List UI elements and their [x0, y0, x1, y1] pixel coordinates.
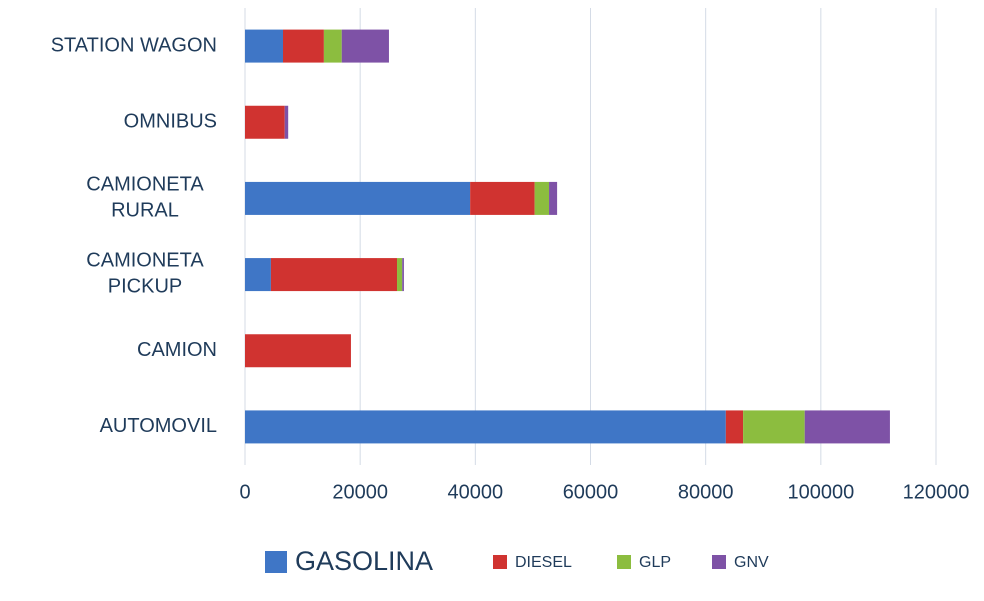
bar-segment: [402, 258, 404, 292]
label-line: CAMIONETA: [86, 250, 204, 272]
y-tick-label: CAMIONETA PICKUP: [86, 250, 204, 298]
bar-segment: [283, 29, 324, 63]
label-line: RURAL: [111, 200, 179, 222]
bar-segment: [245, 181, 471, 215]
legend-label: GASOLINA: [295, 546, 433, 576]
bar-segment: [245, 105, 285, 139]
legend-swatch: [265, 551, 287, 573]
bar-segment: [397, 258, 403, 292]
y-tick-label: AUTOMOVIL: [100, 415, 217, 437]
legend-label: DIESEL: [515, 554, 572, 571]
bar-segment: [549, 181, 558, 215]
x-tick-label: 40000: [448, 481, 504, 503]
bar-segment: [341, 29, 389, 63]
x-tick-label: 80000: [678, 481, 734, 503]
x-tick-label: 0: [239, 481, 250, 503]
x-tick-label: 100000: [787, 481, 854, 503]
bar-segment: [270, 258, 398, 292]
x-tick-label: 120000: [903, 481, 970, 503]
x-tick-label: 20000: [332, 481, 388, 503]
y-tick-label: CAMION: [137, 339, 217, 361]
bar-segment: [245, 334, 351, 368]
bar-segment: [725, 410, 744, 444]
label-line: PICKUP: [108, 276, 182, 298]
y-tick-label: STATION WAGON: [51, 34, 217, 56]
bar-segment: [804, 410, 890, 444]
bar-segment: [323, 29, 342, 63]
bar-segment: [245, 258, 271, 292]
legend-label: GNV: [734, 554, 769, 571]
label-line: CAMIONETA: [86, 174, 204, 196]
x-tick-label: 60000: [563, 481, 619, 503]
legend-swatch: [712, 555, 726, 569]
legend-swatch: [493, 555, 507, 569]
bar-segment: [245, 29, 284, 63]
bar-segment: [743, 410, 805, 444]
bar-segment: [470, 181, 535, 215]
y-tick-label: OMNIBUS: [124, 111, 217, 133]
legend-swatch: [617, 555, 631, 569]
bar-segment: [284, 105, 289, 139]
y-tick-label: CAMIONETA RURAL: [86, 174, 204, 222]
legend-label: GLP: [639, 554, 671, 571]
bar-segment: [534, 181, 550, 215]
bar-segment: [245, 410, 726, 444]
